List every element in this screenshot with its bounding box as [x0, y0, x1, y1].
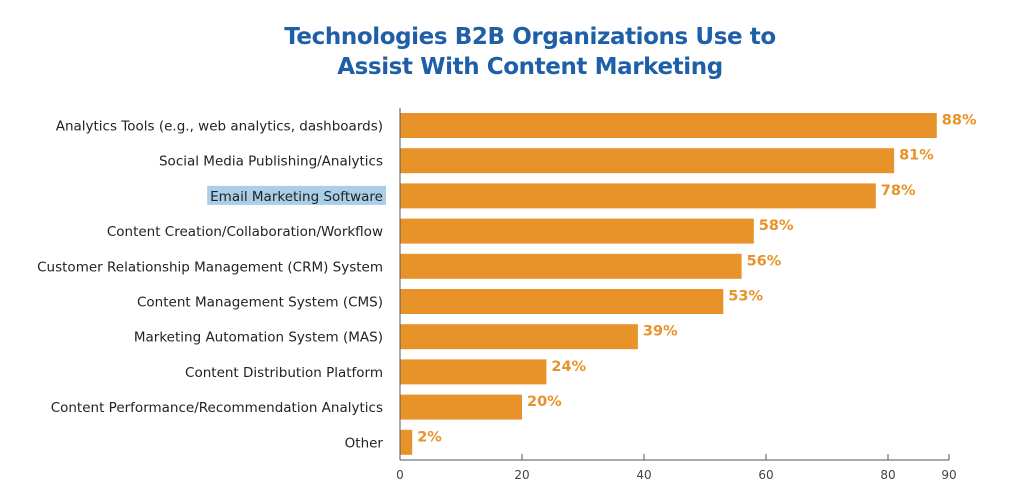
category-label-0: Analytics Tools (e.g., web analytics, da… [56, 119, 383, 135]
category-label-8: Content Performance/Recommendation Analy… [51, 400, 383, 416]
value-label-9: 2% [417, 429, 442, 445]
x-tick-label-4: 80 [880, 468, 895, 482]
category-label-3: Content Creation/Collaboration/Workflow [107, 224, 383, 240]
x-tick-label-0: 0 [396, 468, 404, 482]
category-label-6: Marketing Automation System (MAS) [134, 330, 383, 346]
x-tick-label-5: 90 [941, 468, 956, 482]
bar-7 [400, 359, 547, 385]
bar-0 [400, 113, 937, 138]
x-tick-label-3: 60 [758, 468, 773, 482]
axes-layer [399, 108, 950, 461]
bar-2 [400, 183, 876, 209]
category-label-1: Social Media Publishing/Analytics [159, 154, 383, 170]
bar-4 [400, 253, 742, 279]
bar-1 [400, 148, 895, 174]
bar-8 [400, 394, 522, 420]
category-label-2: Email Marketing Software [210, 189, 383, 205]
x-tick-label-2: 40 [636, 468, 651, 482]
category-label-5: Content Management System (CMS) [137, 295, 383, 311]
bar-6 [400, 324, 638, 350]
value-label-4: 56% [747, 253, 782, 269]
chart-title-line-1: Technologies B2B Organizations Use to [284, 24, 776, 50]
value-label-1: 81% [899, 148, 934, 164]
value-label-8: 20% [527, 394, 562, 410]
text-selection-highlight [207, 185, 386, 205]
labels-layer: Analytics Tools (e.g., web analytics, da… [37, 113, 977, 483]
value-label-2: 78% [881, 183, 916, 199]
category-label-7: Content Distribution Platform [185, 365, 383, 381]
category-label-9: Other [345, 435, 384, 451]
chart-title-line-2: Assist With Content Marketing [337, 54, 723, 80]
bar-9 [400, 429, 413, 455]
value-label-3: 58% [759, 218, 794, 234]
chart-title: Technologies B2B Organizations Use to As… [0, 22, 1024, 82]
category-label-4: Customer Relationship Management (CRM) S… [37, 259, 383, 275]
bar-5 [400, 289, 724, 314]
x-tick-label-1: 20 [514, 468, 529, 482]
value-label-6: 39% [643, 324, 678, 340]
bars-layer [400, 113, 937, 455]
value-label-5: 53% [728, 289, 763, 305]
value-label-7: 24% [551, 359, 586, 375]
bar-3 [400, 218, 754, 244]
value-label-0: 88% [942, 113, 977, 129]
highlight-layer [207, 185, 386, 205]
